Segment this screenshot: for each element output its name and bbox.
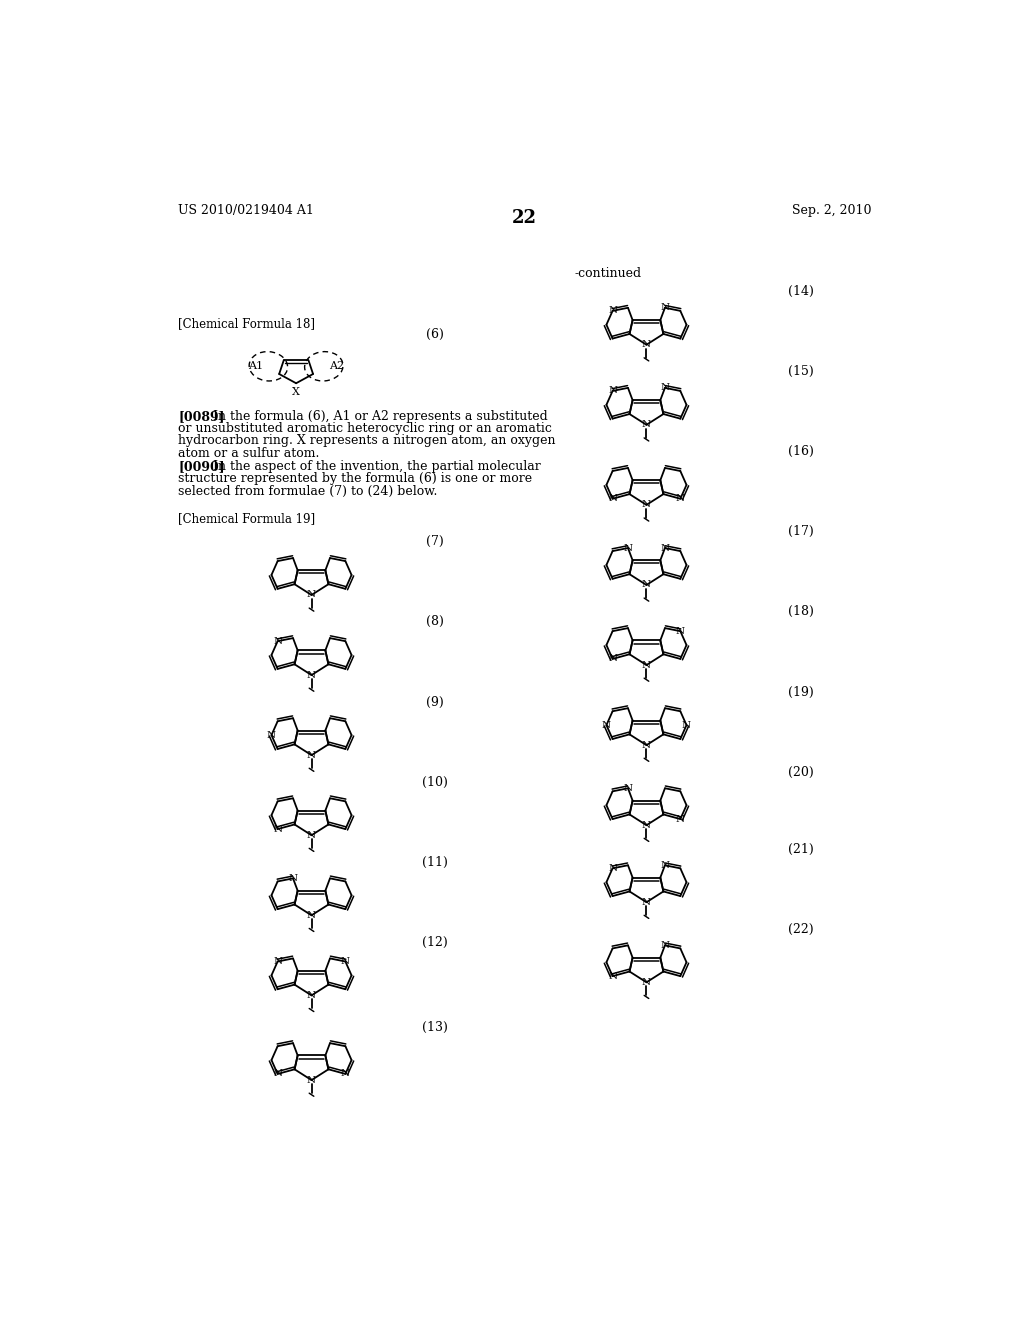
Text: N: N <box>608 494 617 503</box>
Text: structure represented by the formula (6) is one or more: structure represented by the formula (6)… <box>178 473 532 486</box>
Text: N: N <box>273 636 283 645</box>
Text: or unsubstituted aromatic heterocyclic ring or an aromatic: or unsubstituted aromatic heterocyclic r… <box>178 422 552 436</box>
Text: N: N <box>273 1069 283 1078</box>
Text: (22): (22) <box>787 923 813 936</box>
Text: N: N <box>307 991 316 999</box>
Text: N: N <box>682 721 691 730</box>
Text: [Chemical Formula 19]: [Chemical Formula 19] <box>178 512 315 525</box>
Text: selected from formulae (7) to (24) below.: selected from formulae (7) to (24) below… <box>178 484 437 498</box>
Text: [0089]: [0089] <box>178 409 225 422</box>
Text: N: N <box>289 874 298 883</box>
Text: N: N <box>608 863 617 873</box>
Text: N: N <box>307 751 316 759</box>
Text: (17): (17) <box>787 525 813 539</box>
Text: (21): (21) <box>787 842 813 855</box>
Text: N: N <box>267 731 276 739</box>
Text: N: N <box>624 784 633 793</box>
Text: (15): (15) <box>787 366 813 379</box>
Text: N: N <box>307 830 316 840</box>
Text: N: N <box>642 581 651 590</box>
Text: (14): (14) <box>787 285 813 298</box>
Text: X: X <box>292 387 300 397</box>
Text: N: N <box>608 972 617 981</box>
Text: (13): (13) <box>422 1020 447 1034</box>
Text: (10): (10) <box>422 776 447 788</box>
Text: N: N <box>642 821 651 830</box>
Text: (18): (18) <box>787 606 813 619</box>
Text: (9): (9) <box>426 696 443 709</box>
Text: N: N <box>660 941 670 950</box>
Text: N: N <box>676 494 685 503</box>
Text: N: N <box>624 544 633 553</box>
Text: In the aspect of the invention, the partial molecular: In the aspect of the invention, the part… <box>205 459 541 473</box>
Text: N: N <box>273 957 283 966</box>
Text: 22: 22 <box>512 210 538 227</box>
Text: [Chemical Formula 18]: [Chemical Formula 18] <box>178 317 315 330</box>
Text: N: N <box>608 306 617 315</box>
Text: US 2010/0219404 A1: US 2010/0219404 A1 <box>178 205 314 218</box>
Text: N: N <box>608 655 617 664</box>
Text: N: N <box>642 500 651 510</box>
Text: N: N <box>660 304 670 313</box>
Text: N: N <box>642 420 651 429</box>
Text: N: N <box>642 341 651 350</box>
Text: (20): (20) <box>787 766 813 779</box>
Text: N: N <box>608 387 617 396</box>
Text: N: N <box>676 814 685 824</box>
Text: (19): (19) <box>787 685 813 698</box>
Text: N: N <box>602 721 611 730</box>
Text: N: N <box>341 1069 350 1078</box>
Text: Sep. 2, 2010: Sep. 2, 2010 <box>792 205 871 218</box>
Text: N: N <box>642 898 651 907</box>
Text: N: N <box>660 383 670 392</box>
Text: [0090]: [0090] <box>178 459 225 473</box>
Text: (6): (6) <box>426 327 443 341</box>
Text: (16): (16) <box>787 445 813 458</box>
Text: N: N <box>307 590 316 599</box>
Text: hydrocarbon ring. X represents a nitrogen atom, an oxygen: hydrocarbon ring. X represents a nitroge… <box>178 434 556 447</box>
Text: (12): (12) <box>422 936 447 949</box>
Text: N: N <box>642 741 651 750</box>
Text: N: N <box>307 1076 316 1085</box>
Text: N: N <box>307 911 316 920</box>
Text: A1: A1 <box>249 360 263 371</box>
Text: N: N <box>273 825 283 833</box>
Text: -continued: -continued <box>574 268 641 280</box>
Text: N: N <box>307 671 316 680</box>
Text: N: N <box>660 544 670 553</box>
Text: N: N <box>660 861 670 870</box>
Text: N: N <box>341 957 350 966</box>
Text: (11): (11) <box>422 855 447 869</box>
Text: (7): (7) <box>426 536 443 548</box>
Text: N: N <box>642 978 651 987</box>
Text: (8): (8) <box>426 615 443 628</box>
Text: N: N <box>676 627 685 636</box>
Text: atom or a sulfur atom.: atom or a sulfur atom. <box>178 446 319 459</box>
Text: A2: A2 <box>329 360 344 371</box>
Text: In the formula (6), A1 or A2 represents a substituted: In the formula (6), A1 or A2 represents … <box>205 409 548 422</box>
Text: N: N <box>642 660 651 669</box>
